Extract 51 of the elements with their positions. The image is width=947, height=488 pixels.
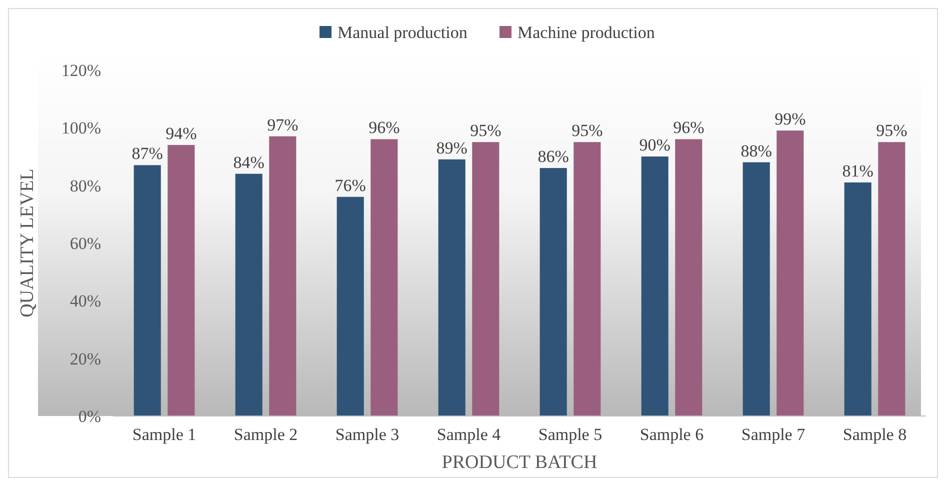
- data-label: 81%: [842, 161, 874, 180]
- legend-label: Machine production: [518, 22, 656, 42]
- data-label: 84%: [233, 152, 264, 172]
- x-tick-label: Sample 5: [538, 425, 602, 444]
- data-label: 87%: [132, 144, 163, 164]
- bar: [336, 196, 364, 416]
- x-tick-label: Sample 4: [436, 425, 502, 444]
- bar: [438, 159, 466, 416]
- data-label: 86%: [538, 147, 569, 166]
- data-label: 96%: [368, 118, 400, 138]
- bar: [168, 144, 195, 416]
- bar: [878, 142, 906, 416]
- data-label: 99%: [774, 110, 806, 129]
- y-tick-label: 60%: [70, 234, 101, 253]
- bar: [574, 142, 601, 416]
- bar: [472, 142, 500, 416]
- y-tick-label: 100%: [61, 118, 101, 138]
- y-tick-label: 80%: [70, 176, 101, 196]
- bar: [540, 168, 567, 416]
- data-label: 89%: [436, 138, 468, 158]
- x-axis-title: PRODUCT BATCH: [442, 452, 598, 473]
- bar: [844, 182, 872, 416]
- data-label: 88%: [740, 141, 772, 160]
- data-label: 94%: [166, 124, 197, 143]
- y-axis-title: QUALITY LEVEL: [17, 168, 38, 318]
- bar: [134, 165, 161, 416]
- bar: [641, 156, 668, 416]
- x-tick-label: Sample 7: [741, 425, 806, 444]
- data-label: 76%: [334, 176, 366, 195]
- x-tick-label: Sample 1: [132, 425, 196, 444]
- data-label: 90%: [639, 136, 670, 154]
- data-label: 96%: [673, 118, 704, 138]
- data-label: 95%: [876, 121, 908, 140]
- bar: [675, 139, 702, 416]
- y-tick-label: 120%: [61, 60, 101, 80]
- y-tick-label: 20%: [70, 349, 101, 368]
- bar: [269, 136, 296, 416]
- x-tick-label: Sample 3: [335, 425, 400, 444]
- x-tick-label: Sample 2: [234, 425, 298, 444]
- data-label: 95%: [572, 121, 603, 140]
- bar: [370, 139, 398, 416]
- data-label: 97%: [267, 115, 298, 134]
- y-tick-label: 40%: [70, 292, 101, 311]
- bar: [776, 130, 804, 416]
- bar: [235, 174, 262, 416]
- bar: [742, 162, 770, 416]
- legend-label: Manual production: [338, 22, 468, 42]
- x-tick-label: Sample 6: [640, 425, 704, 444]
- x-tick-label: Sample 8: [842, 425, 907, 444]
- data-label: 95%: [470, 121, 502, 140]
- y-tick-label: 0%: [78, 406, 101, 426]
